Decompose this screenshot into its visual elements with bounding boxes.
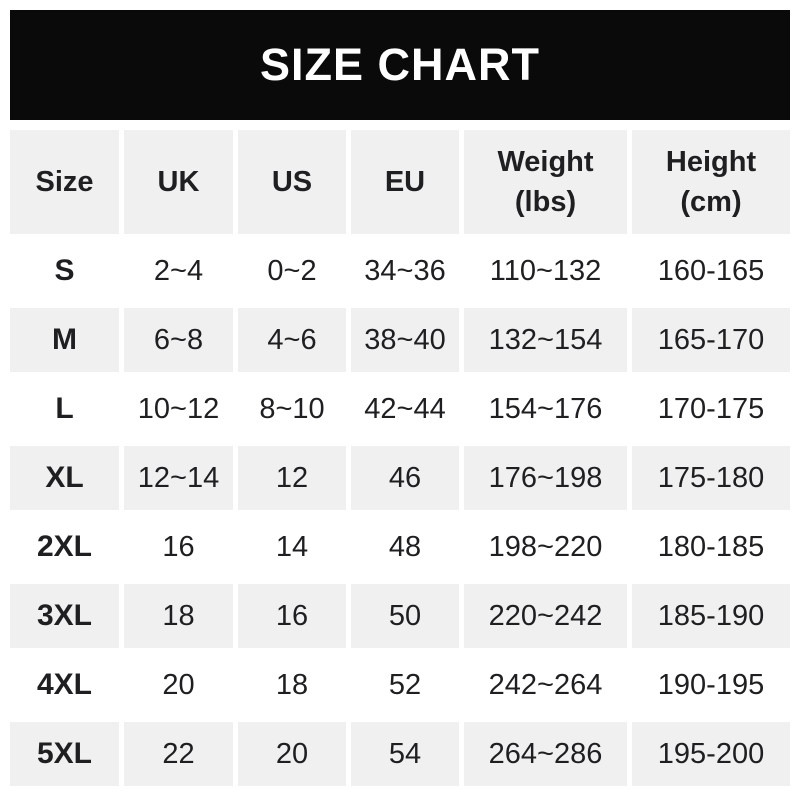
eu-cell: 34~36	[351, 239, 459, 303]
size-table: Size UK US EU Weight (lbs) Height (cm) S…	[10, 130, 790, 786]
eu-cell: 52	[351, 653, 459, 717]
eu-cell: 50	[351, 584, 459, 648]
uk-cell: 2~4	[124, 239, 233, 303]
eu-cell: 46	[351, 446, 459, 510]
uk-cell: 16	[124, 515, 233, 579]
us-cell: 16	[238, 584, 346, 648]
header-cell-height: Height (cm)	[632, 130, 790, 234]
eu-cell: 42~44	[351, 377, 459, 441]
size-chart-banner: SIZE CHART	[10, 10, 790, 120]
page-title: SIZE CHART	[260, 39, 540, 90]
height-cell: 195-200	[632, 722, 790, 786]
height-cell: 190-195	[632, 653, 790, 717]
size-cell: 5XL	[10, 722, 119, 786]
us-cell: 14	[238, 515, 346, 579]
size-cell: S	[10, 239, 119, 303]
eu-cell: 54	[351, 722, 459, 786]
eu-cell: 48	[351, 515, 459, 579]
weight-cell: 132~154	[464, 308, 627, 372]
size-cell: 2XL	[10, 515, 119, 579]
uk-cell: 10~12	[124, 377, 233, 441]
weight-cell: 198~220	[464, 515, 627, 579]
size-cell: 4XL	[10, 653, 119, 717]
uk-cell: 12~14	[124, 446, 233, 510]
weight-cell: 110~132	[464, 239, 627, 303]
height-cell: 160-165	[632, 239, 790, 303]
us-cell: 8~10	[238, 377, 346, 441]
weight-cell: 176~198	[464, 446, 627, 510]
header-cell-weight: Weight (lbs)	[464, 130, 627, 234]
height-cell: 170-175	[632, 377, 790, 441]
us-cell: 0~2	[238, 239, 346, 303]
uk-cell: 22	[124, 722, 233, 786]
uk-cell: 6~8	[124, 308, 233, 372]
header-cell-size: Size	[10, 130, 119, 234]
weight-cell: 220~242	[464, 584, 627, 648]
weight-cell: 242~264	[464, 653, 627, 717]
us-cell: 20	[238, 722, 346, 786]
eu-cell: 38~40	[351, 308, 459, 372]
us-cell: 12	[238, 446, 346, 510]
header-cell-us: US	[238, 130, 346, 234]
height-cell: 165-170	[632, 308, 790, 372]
header-cell-uk: UK	[124, 130, 233, 234]
uk-cell: 18	[124, 584, 233, 648]
height-cell: 175-180	[632, 446, 790, 510]
height-cell: 185-190	[632, 584, 790, 648]
weight-cell: 154~176	[464, 377, 627, 441]
us-cell: 18	[238, 653, 346, 717]
height-cell: 180-185	[632, 515, 790, 579]
uk-cell: 20	[124, 653, 233, 717]
size-cell: XL	[10, 446, 119, 510]
size-cell: M	[10, 308, 119, 372]
size-cell: L	[10, 377, 119, 441]
us-cell: 4~6	[238, 308, 346, 372]
weight-cell: 264~286	[464, 722, 627, 786]
size-cell: 3XL	[10, 584, 119, 648]
header-cell-eu: EU	[351, 130, 459, 234]
